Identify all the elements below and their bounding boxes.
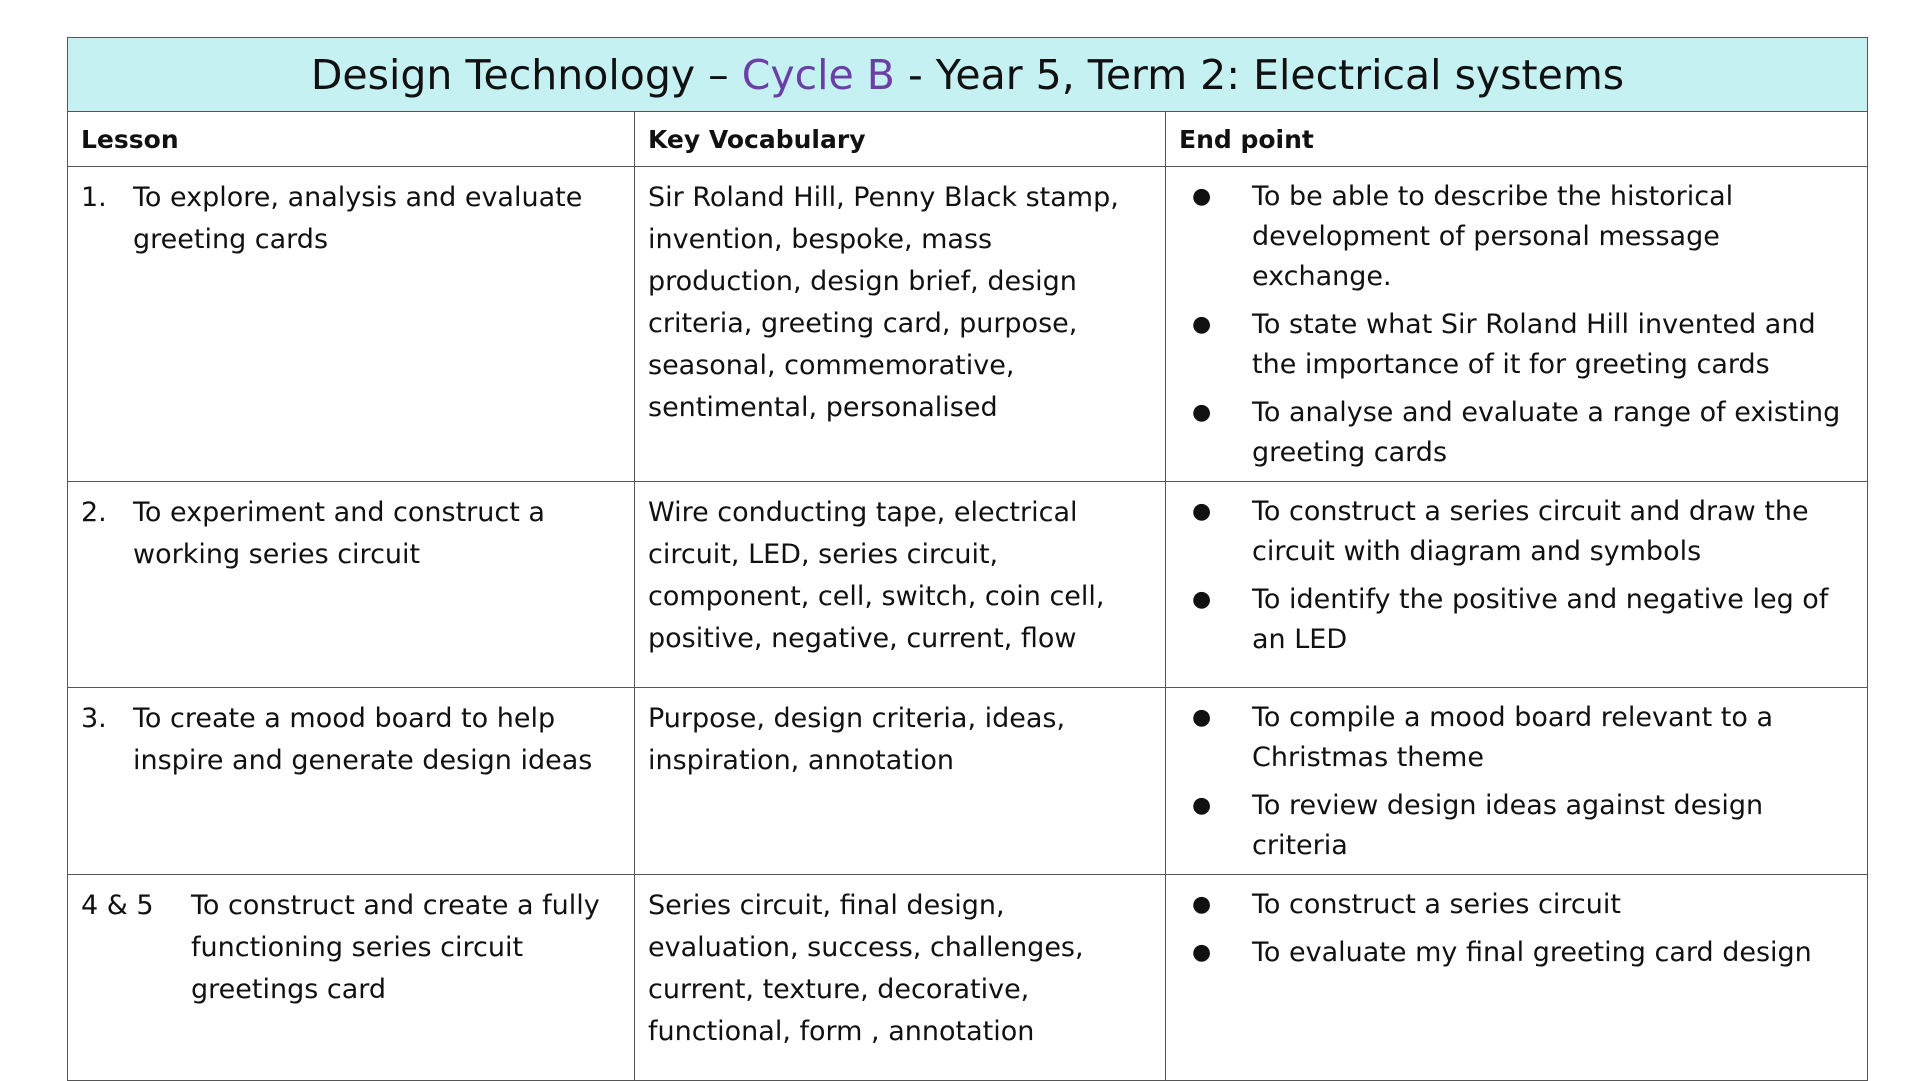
end-point-cell: ● To construct a series circuit and draw … (1164, 481, 1869, 688)
list-item: ● To identify the positive and negative l… (1179, 580, 1855, 660)
end-point-text: To state what Sir Roland Hill invented a… (1252, 309, 1816, 380)
page-title: Design Technology – Cycle B - Year 5, Te… (66, 37, 1869, 112)
bullet-icon: ● (1192, 587, 1212, 612)
end-point-text: To analyse and evaluate a range of exist… (1252, 397, 1841, 468)
bullet-icon: ● (1192, 499, 1212, 524)
header-row: Lesson Key Vocabulary End point (67, 111, 1869, 167)
end-point-text: To compile a mood board relevant to a Ch… (1252, 702, 1774, 773)
bullet-icon: ● (1192, 312, 1212, 337)
end-point-text: To evaluate my final greeting card desig… (1252, 937, 1812, 968)
bullet-icon: ● (1192, 940, 1212, 965)
list-item: ● To review design ideas against design c… (1179, 786, 1855, 866)
list-item: ● To compile a mood board relevant to a C… (1179, 698, 1855, 778)
list-item: ● To evaluate my final greeting card desi… (1179, 933, 1855, 973)
bullet-icon: ● (1192, 793, 1212, 818)
lesson-number: 4 & 5 (81, 890, 154, 921)
table-row: 3. To create a mood board to help inspir… (67, 687, 1869, 875)
vocabulary-cell: Wire conducting tape, electrical circuit… (634, 481, 1166, 688)
end-point-list: ● To compile a mood board relevant to a C… (1179, 698, 1855, 866)
table-row: 4 & 5 To construct and create a fully fu… (67, 874, 1869, 1081)
lesson-number: 2. (81, 497, 107, 528)
vocabulary-cell: Sir Roland Hill, Penny Black stamp, inve… (634, 166, 1166, 482)
lesson-objective: To experiment and construct a working se… (133, 497, 545, 570)
title-part1: Design Technology – (310, 50, 742, 99)
list-item: ● To construct a series circuit (1179, 885, 1855, 925)
end-point-text: To construct a series circuit (1252, 889, 1621, 920)
bullet-icon: ● (1192, 184, 1212, 209)
list-item: ● To analyse and evaluate a range of exis… (1179, 393, 1855, 473)
end-point-list: ● To construct a series circuit ● To evalu… (1179, 885, 1855, 973)
lesson-objective: To create a mood board to help inspire a… (133, 703, 593, 776)
lesson-objective: To construct and create a fully function… (191, 890, 600, 1005)
end-point-text: To construct a series circuit and draw t… (1252, 496, 1809, 567)
end-point-cell: ● To be able to describe the historical d… (1164, 166, 1869, 482)
header-lesson: Lesson (67, 111, 635, 167)
lesson-number: 1. (81, 182, 107, 213)
list-item: ● To state what Sir Roland Hill invented … (1179, 305, 1855, 385)
table-row: 2. To experiment and construct a working… (67, 481, 1869, 688)
table-row: 1. To explore, analysis and evaluate gre… (67, 166, 1869, 482)
lesson-cell: 4 & 5 To construct and create a fully fu… (67, 874, 635, 1081)
lesson-cell: 2. To experiment and construct a working… (67, 481, 635, 688)
bullet-icon: ● (1192, 892, 1212, 917)
end-point-text: To be able to describe the historical de… (1252, 181, 1734, 292)
title-cycle: Cycle B (741, 50, 895, 99)
lesson-cell: 3. To create a mood board to help inspir… (67, 687, 635, 875)
header-end-point: End point (1164, 111, 1869, 167)
title-part2: - Year 5, Term 2: Electrical systems (894, 50, 1625, 99)
title-row: Design Technology – Cycle B - Year 5, Te… (66, 37, 1869, 112)
header-key-vocabulary: Key Vocabulary (634, 111, 1166, 167)
vocabulary-cell: Purpose, design criteria, ideas, inspira… (634, 687, 1166, 875)
bullet-icon: ● (1192, 705, 1212, 730)
end-point-list: ● To be able to describe the historical d… (1179, 177, 1855, 473)
end-point-cell: ● To construct a series circuit ● To evalu… (1164, 874, 1869, 1081)
end-point-text: To review design ideas against design cr… (1252, 790, 1764, 861)
end-point-list: ● To construct a series circuit and draw … (1179, 492, 1855, 660)
curriculum-table: Design Technology – Cycle B - Year 5, Te… (66, 37, 1869, 1081)
end-point-text: To identify the positive and negative le… (1252, 584, 1829, 655)
bullet-icon: ● (1192, 400, 1212, 425)
list-item: ● To construct a series circuit and draw … (1179, 492, 1855, 572)
vocabulary-cell: Series circuit, final design, evaluation… (634, 874, 1166, 1081)
end-point-cell: ● To compile a mood board relevant to a C… (1164, 687, 1869, 875)
lesson-cell: 1. To explore, analysis and evaluate gre… (67, 166, 635, 482)
lesson-number: 3. (81, 703, 107, 734)
lesson-objective: To explore, analysis and evaluate greeti… (133, 182, 583, 255)
list-item: ● To be able to describe the historical d… (1179, 177, 1855, 297)
